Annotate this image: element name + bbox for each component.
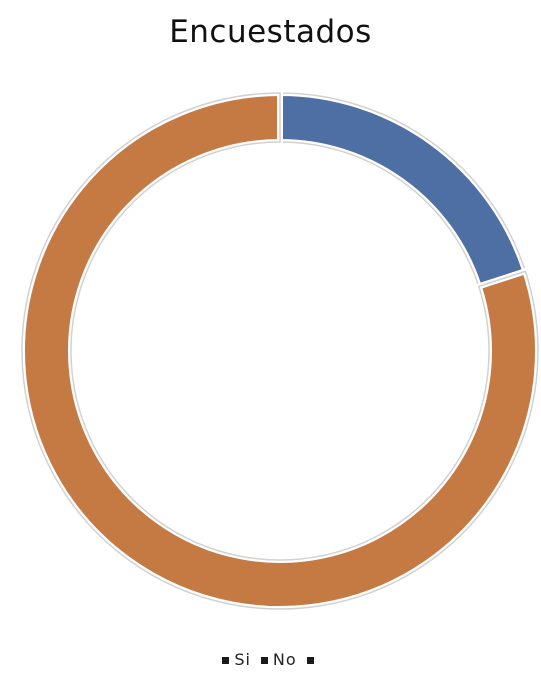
legend-item-si: Si xyxy=(222,651,251,669)
legend-label-si: Si xyxy=(234,650,251,669)
legend-swatch-blank xyxy=(306,656,314,664)
legend-label-no: No xyxy=(272,650,297,669)
legend: Si No xyxy=(0,651,541,669)
legend-swatch-no xyxy=(260,656,268,664)
chart-title: Encuestados xyxy=(169,14,372,50)
legend-swatch-si xyxy=(222,656,230,664)
legend-item-blank xyxy=(306,651,319,669)
donut-slice-no-edge xyxy=(21,92,539,610)
donut-slice-no xyxy=(19,90,541,612)
donut-slice-si xyxy=(277,90,529,290)
legend-item-no: No xyxy=(260,650,297,669)
